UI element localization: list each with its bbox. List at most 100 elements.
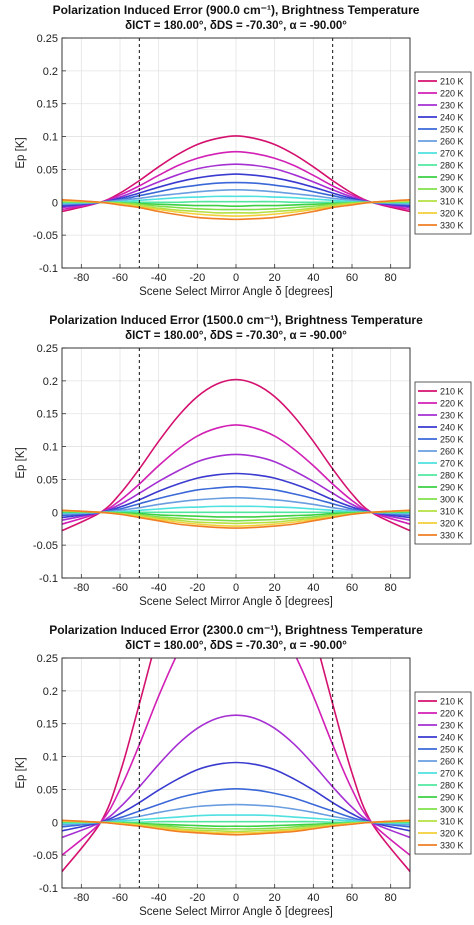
series-line-210k [62,378,410,532]
series-line-310k [62,200,410,214]
legend-label: 240 K [440,113,464,123]
legend-label: 260 K [440,137,464,147]
y-tick-label: 0.25 [37,33,58,45]
y-tick-label: 0.15 [37,99,58,111]
legend-label: 300 K [440,185,464,195]
x-tick-label: -40 [151,892,167,904]
series-line-230k [62,163,410,209]
y-tick-label: 0.05 [37,164,58,176]
legend-label: 220 K [440,399,464,409]
legend-label: 230 K [440,411,464,421]
x-axis-label: Scene Select Mirror Angle δ [degrees] [139,906,333,918]
y-tick-label: 0.1 [43,132,58,144]
series-line-250k [62,181,410,206]
x-tick-label: 40 [307,582,319,594]
series-line-210k [62,135,410,213]
series-line-250k [62,787,410,828]
series-line-250k [62,485,410,517]
x-tick-label: -80 [73,272,89,284]
x-tick-label: -20 [189,582,205,594]
axes-frame [61,657,411,889]
y-tick-label: 0 [52,507,58,519]
legend-label: 250 K [440,435,464,445]
legend-label: 290 K [440,173,464,183]
y-tick-label: -0.1 [39,263,58,275]
series-line-270k [62,814,410,825]
series-line-220k [62,150,410,211]
series-group [62,135,410,221]
y-tick-label: -0.1 [39,883,58,895]
legend-label: 330 K [440,221,464,231]
x-tick-label: 60 [346,892,358,904]
y-tick-label: 0.15 [37,719,58,731]
x-tick-label: 80 [385,272,397,284]
legend-label: 270 K [440,459,464,469]
x-tick-label: -80 [73,892,89,904]
y-tick-label: 0.2 [43,66,58,78]
x-tick-label: -20 [189,892,205,904]
legend-label: 260 K [440,757,464,767]
legend-label: 320 K [440,829,464,839]
series-line-270k [62,195,410,204]
x-tick-label: 20 [269,272,281,284]
y-tick-label: -0.1 [39,573,58,585]
series-group [62,658,410,873]
legend-label: 270 K [440,149,464,159]
x-axis-label: Scene Select Mirror Angle δ [degrees] [139,596,333,608]
chart-title: Polarization Induced Error (900.0 cm⁻¹),… [53,3,420,17]
x-tick-label: 0 [233,582,239,594]
legend-label: 210 K [440,697,464,707]
legend-label: 280 K [440,161,464,171]
legend-label: 330 K [440,531,464,541]
chart-subtitle: δICT = 180.00°, δDS = -70.30°, α = -90.0… [125,640,347,652]
x-tick-label: 40 [307,892,319,904]
legend-label: 210 K [440,387,464,397]
legend-label: 300 K [440,805,464,815]
legend-label: 310 K [440,507,464,517]
series-group [62,378,410,532]
series-line-240k [62,472,410,519]
x-tick-label: 0 [233,272,239,284]
chart-title: Polarization Induced Error (2300.0 cm⁻¹)… [49,623,423,637]
series-line-260k [62,188,410,206]
series-line-220k [62,424,410,525]
legend-label: 260 K [440,447,464,457]
y-axis-label: Ep [K] [15,447,27,478]
legend-label: 290 K [440,793,464,803]
series-line-330k [62,819,410,836]
x-tick-label: 60 [346,272,358,284]
legend-label: 320 K [440,519,464,529]
y-axis-label: Ep [K] [15,137,27,168]
legend-label: 320 K [440,209,464,219]
legend-label: 300 K [440,495,464,505]
x-tick-label: -60 [112,272,128,284]
x-tick-label: 20 [269,892,281,904]
series-line-270k [62,505,410,514]
x-tick-label: -80 [73,582,89,594]
legend-label: 310 K [440,197,464,207]
y-tick-label: 0.05 [37,784,58,796]
y-tick-label: -0.05 [33,850,58,862]
y-tick-label: 0.05 [37,474,58,486]
series-line-280k [62,200,410,204]
legend-label: 230 K [440,721,464,731]
x-tick-label: 0 [233,892,239,904]
y-tick-label: -0.05 [33,540,58,552]
series-line-280k [62,820,410,824]
x-tick-label: -40 [151,582,167,594]
x-tick-label: -20 [189,272,205,284]
series-line-260k [62,497,410,516]
legend-label: 330 K [440,841,464,851]
legend-label: 310 K [440,817,464,827]
legend-label: 210 K [440,77,464,87]
y-tick-label: 0 [52,817,58,829]
y-tick-label: 0.1 [43,442,58,454]
series-line-330k [62,509,410,529]
x-tick-label: -60 [112,582,128,594]
chart-subtitle: δICT = 180.00°, δDS = -70.30°, α = -90.0… [125,20,347,32]
y-tick-label: -0.05 [33,230,58,242]
x-tick-label: -40 [151,272,167,284]
y-tick-label: 0.25 [37,653,58,665]
legend-label: 220 K [440,709,464,719]
